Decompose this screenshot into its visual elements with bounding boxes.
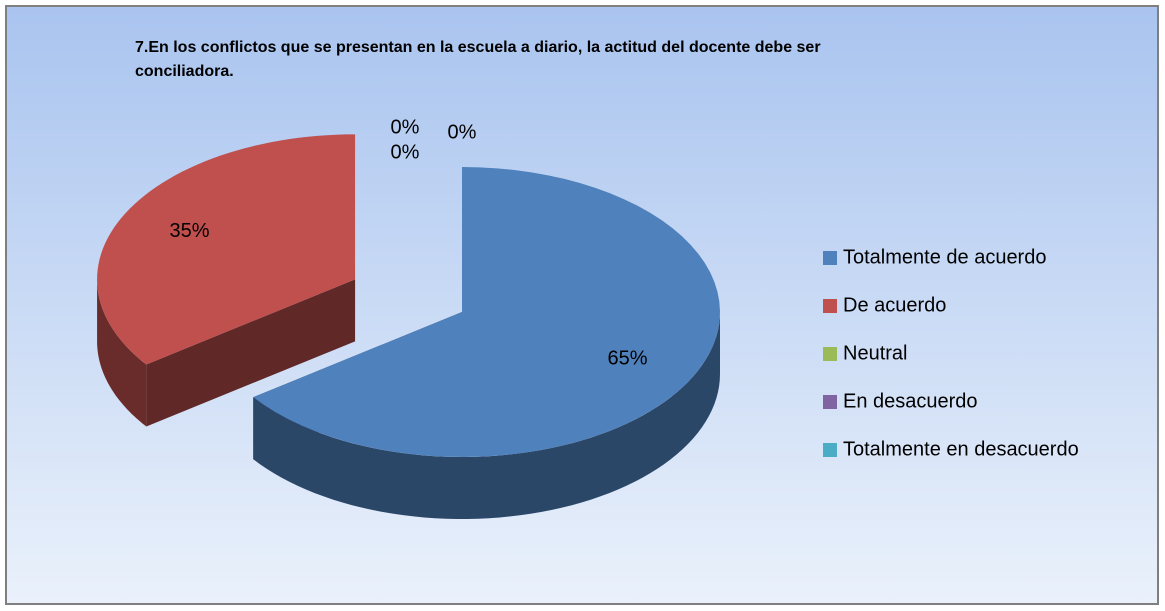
legend-swatch xyxy=(823,395,837,409)
legend-label: Totalmente en desacuerdo xyxy=(843,438,1079,460)
slice xyxy=(253,167,720,519)
legend-label: De acuerdo xyxy=(843,294,946,316)
legend-swatch xyxy=(823,299,837,313)
legend-label: Totalmente de acuerdo xyxy=(843,246,1046,268)
legend: Totalmente de acuerdo De acuerdo Neutral En… xyxy=(823,246,1079,460)
data-label: 35% xyxy=(170,220,210,242)
slice-wall xyxy=(97,279,147,427)
slice-top xyxy=(97,134,356,365)
legend-swatch xyxy=(823,347,837,361)
slice-wall xyxy=(253,312,720,519)
data-label: 0% xyxy=(448,121,477,143)
legend-label: En desacuerdo xyxy=(843,390,978,412)
pie: 65% 35% 0% 0% 0% xyxy=(97,116,720,519)
chart-title: 7.En los conflictos que se presentan en … xyxy=(135,39,821,80)
data-label: 0% xyxy=(391,116,420,138)
legend-swatch xyxy=(823,443,837,457)
legend-label: Neutral xyxy=(843,342,907,364)
slice-top xyxy=(253,167,720,457)
legend-swatch xyxy=(823,251,837,265)
data-label: 0% xyxy=(391,141,420,163)
slice-side xyxy=(146,279,356,427)
data-label: 65% xyxy=(607,348,647,370)
slice xyxy=(97,134,356,427)
